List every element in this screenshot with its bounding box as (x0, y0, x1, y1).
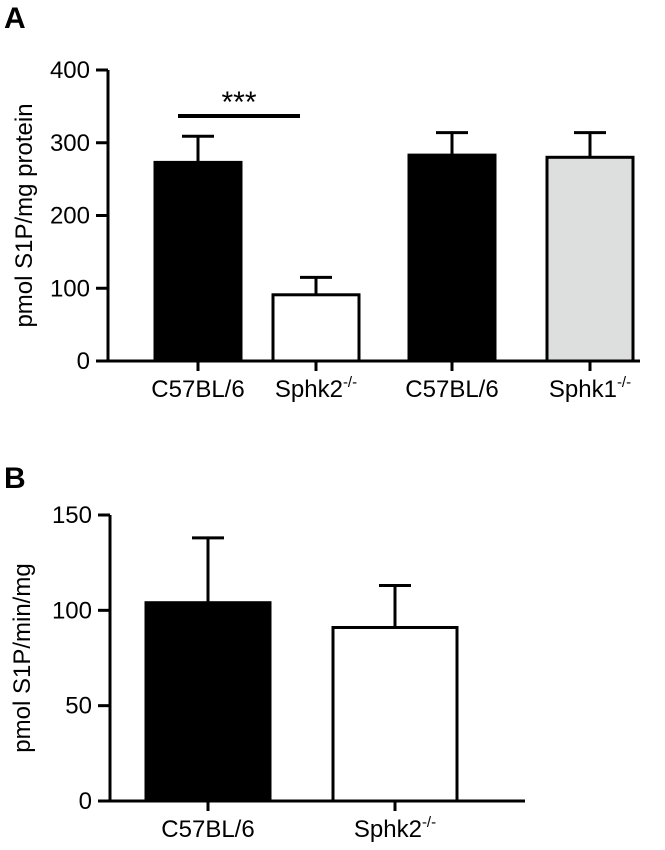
panel-a-y-tick-label-2: 200 (50, 203, 90, 230)
panel-b-y-axis-title: pmol S1P/min/mg (9, 563, 36, 752)
panel-a-category-label-3: Sphk1-/- (549, 374, 631, 403)
panel-a-significance-label: *** (221, 86, 256, 119)
panel-b-y-tick-label-2: 100 (52, 597, 92, 624)
panel-a-bar-3 (545, 155, 635, 363)
panel-b-category-label-1: Sphk2-/- (354, 814, 436, 843)
panel-a-category-label-2: C57BL/6 (405, 376, 498, 403)
panel-b-letter: B (4, 462, 26, 495)
panel-b-y-tick-label-0: 0 (79, 788, 92, 815)
panel-a-letter: A (4, 2, 26, 35)
panel-b-chart: 0 50 100 150 C57BL/6 Sphk2-/- pmol S1P/min/mg (9, 502, 525, 843)
panel-b-y-tick-label-3: 150 (52, 502, 92, 529)
panel-a-y-tick-label-3: 300 (50, 130, 90, 157)
panel-a-category-label-0: C57BL/6 (151, 376, 244, 403)
panel-b-bar-1 (331, 625, 459, 803)
panel-b-category-label-0: C57BL/6 (161, 816, 254, 843)
panel-b-bar-0 (144, 601, 272, 803)
panel-a-y-axis-title: pmol S1P/mg protein (11, 103, 38, 327)
panel-a-category-label-1: Sphk2-/- (275, 374, 357, 403)
panel-a-bar-1 (271, 293, 361, 363)
panel-a-y-tick-label-4: 400 (50, 57, 90, 84)
panel-a-y-tick-label-1: 100 (50, 275, 90, 302)
panel-a-bar-2 (407, 153, 497, 363)
panel-a-chart: 0 100 200 300 400 C57BL/6 Sphk2-/- C57BL/6 Sphk1… (11, 57, 640, 403)
panel-a-y-tick-label-0: 0 (77, 348, 90, 375)
panel-a-bar-0 (153, 160, 243, 363)
panel-b-y-tick-label-1: 50 (65, 693, 92, 720)
